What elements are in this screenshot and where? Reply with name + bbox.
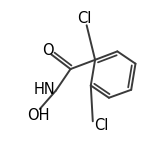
Text: Cl: Cl <box>77 11 91 26</box>
Text: HN: HN <box>33 82 55 97</box>
Text: O: O <box>42 43 53 58</box>
Text: Cl: Cl <box>94 118 108 133</box>
Text: OH: OH <box>27 108 49 123</box>
